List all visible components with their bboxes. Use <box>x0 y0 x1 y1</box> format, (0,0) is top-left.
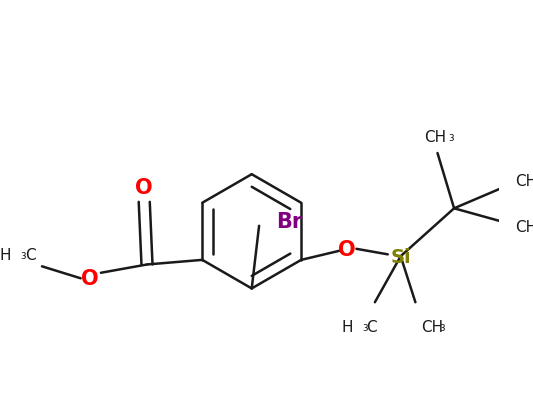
Text: ₃: ₃ <box>449 130 454 144</box>
Text: H: H <box>0 247 11 262</box>
Text: CH: CH <box>515 174 533 189</box>
Text: CH: CH <box>421 319 443 334</box>
Text: O: O <box>135 178 153 198</box>
Text: ₃: ₃ <box>439 320 445 333</box>
Text: CH: CH <box>425 130 447 145</box>
Text: O: O <box>81 269 99 289</box>
Text: ₃: ₃ <box>20 248 26 262</box>
Text: CH: CH <box>515 220 533 235</box>
Text: C: C <box>26 247 36 262</box>
Text: ₃: ₃ <box>362 320 368 333</box>
Text: O: O <box>338 239 356 259</box>
Text: Si: Si <box>390 247 411 266</box>
Text: Br: Br <box>276 212 302 232</box>
Text: C: C <box>367 319 377 334</box>
Text: H: H <box>341 319 353 334</box>
